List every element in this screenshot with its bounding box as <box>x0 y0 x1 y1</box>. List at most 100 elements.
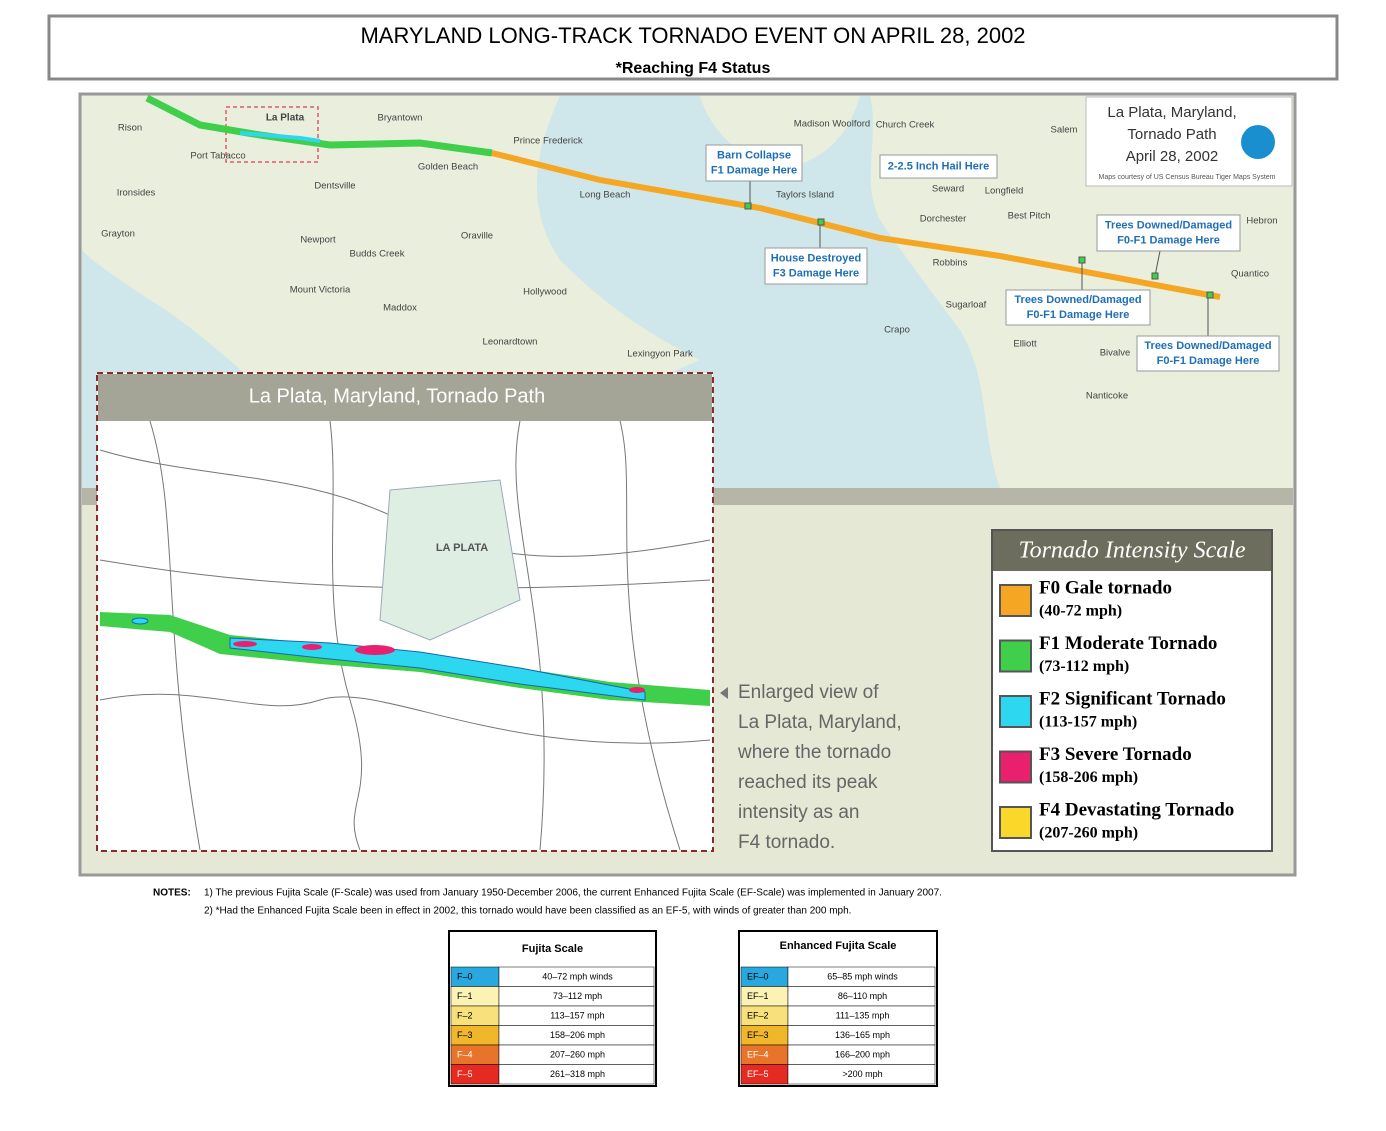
scale-range: 136–165 mph <box>835 1030 890 1040</box>
legend-title-bar <box>993 531 1271 571</box>
place-label: Hollywood <box>523 287 567 298</box>
legend-title: Tornado Intensity Scale <box>1018 538 1245 564</box>
inset-title: La Plata, Maryland, Tornado Path <box>249 385 545 407</box>
scale-range: 166–200 mph <box>835 1049 890 1059</box>
scale-range: 158–206 mph <box>550 1030 605 1040</box>
scale-code: EF–4 <box>747 1049 769 1059</box>
noaa-logo <box>1241 125 1275 159</box>
inset-f3 <box>233 641 257 647</box>
scale-range: 73–112 mph <box>553 991 602 1001</box>
callout-box <box>1136 335 1280 372</box>
legend-name: F1 Moderate Tornado <box>1039 633 1217 654</box>
place-label: Long Beach <box>580 190 631 201</box>
legend-range: (207-260 mph) <box>1039 825 1138 842</box>
scale-code: F–4 <box>457 1049 473 1059</box>
land-north <box>700 96 860 170</box>
place-label: Newport <box>300 235 336 246</box>
scale-table-title: Enhanced Fujita Scale <box>780 940 897 952</box>
scale-range: 65–85 mph winds <box>827 971 898 981</box>
legend-range: (113-157 mph) <box>1039 714 1137 731</box>
scale-range: 86–110 mph <box>838 991 887 1001</box>
inset-caption: reached its peak <box>738 772 878 793</box>
callout-text: F0-F1 Damage Here <box>1027 309 1130 321</box>
scale-range: 207–260 mph <box>550 1049 605 1059</box>
legend-name: F4 Devastating Tornado <box>1039 799 1234 820</box>
legend-range: (40-72 mph) <box>1039 603 1122 620</box>
caption-arrow <box>720 687 728 699</box>
callout-text: House Destroyed <box>771 252 861 264</box>
place-label: Quantico <box>1231 269 1269 280</box>
scale-code: EF–2 <box>747 1010 769 1020</box>
legend-name: F3 Severe Tornado <box>1039 744 1192 765</box>
place-label: Prince Frederick <box>513 136 582 147</box>
callout-text: F0-F1 Damage Here <box>1157 355 1260 367</box>
inset-caption: where the tornado <box>737 742 891 763</box>
legend-name: F0 Gale tornado <box>1039 577 1172 598</box>
scale-code: EF–1 <box>747 991 769 1001</box>
place-label: Church Creek <box>876 120 935 131</box>
place-label: Port Tabacco <box>190 151 245 162</box>
town-area <box>379 479 521 641</box>
place-label: Golden Beach <box>418 162 478 173</box>
place-label: Taylors Island <box>776 190 834 201</box>
place-label: Rison <box>118 123 142 134</box>
scale-code: F–1 <box>457 991 473 1001</box>
callout-leader <box>1154 250 1161 277</box>
place-label: Best Pitch <box>1008 211 1051 222</box>
map-title-line: Tornado Path <box>1127 126 1216 143</box>
town-label: LA PLATA <box>436 542 488 554</box>
title: MARYLAND LONG-TRACK TORNADO EVENT ON APR… <box>360 23 1025 48</box>
place-label: Leonardtown <box>483 337 538 348</box>
callout-box <box>705 144 803 182</box>
track-f1 <box>145 94 493 157</box>
inset-caption: Enlarged view of <box>738 682 879 703</box>
place-label: Bryantown <box>378 113 423 124</box>
callout-text: Barn Collapse <box>717 149 791 161</box>
place-label: Lexingyon Park <box>627 349 693 360</box>
scale-range: 261–318 mph <box>550 1069 605 1079</box>
callout-text: F1 Damage Here <box>711 164 797 176</box>
place-label: Maddox <box>383 303 417 314</box>
legend-swatch <box>999 695 1032 728</box>
place-label: Madison Woolford <box>794 119 870 130</box>
inset-caption: F4 tornado. <box>738 832 835 853</box>
scale-value-cell <box>787 1064 936 1085</box>
damage-marker <box>1206 291 1214 299</box>
header-box <box>47 14 1339 81</box>
place-label: Hebron <box>1246 216 1277 227</box>
legend-swatch <box>999 639 1032 673</box>
callout-box <box>1096 214 1241 252</box>
callout-box <box>1005 289 1151 326</box>
damage-marker <box>1151 272 1159 280</box>
place-label: Dorchester <box>920 214 966 225</box>
place-label: Oraville <box>461 231 493 242</box>
inset-caption: La Plata, Maryland, <box>738 712 902 733</box>
zoom-box <box>225 106 319 163</box>
legend-range: (73-112 mph) <box>1039 658 1129 675</box>
place-label: Seward <box>932 184 964 195</box>
callout-box <box>764 247 868 285</box>
callout-box <box>879 154 998 179</box>
place-label: Salem <box>1051 125 1078 136</box>
inset-f3 <box>302 644 322 650</box>
place-label: Sugarloaf <box>946 300 987 311</box>
scale-code: F–2 <box>457 1010 473 1020</box>
legend-swatch <box>999 584 1032 617</box>
damage-marker <box>744 202 752 210</box>
inset-f3 <box>629 687 645 693</box>
note: 1) The previous Fujita Scale (F-Scale) w… <box>204 888 942 899</box>
callout-text: 2-2.5 Inch Hail Here <box>888 160 990 172</box>
inset-title-bar <box>98 374 712 421</box>
land-west <box>82 96 700 420</box>
inset-touchdown <box>131 617 149 625</box>
place-label: Crapo <box>884 325 910 336</box>
inset-caption: intensity as an <box>738 802 859 823</box>
place-label: Mount Victoria <box>290 285 351 296</box>
scale-code: F–5 <box>457 1069 473 1079</box>
legend-name: F2 Significant Tornado <box>1039 688 1226 709</box>
legend-range: (158-206 mph) <box>1039 769 1138 786</box>
track-f2 <box>239 131 321 143</box>
notes-label: NOTES: <box>153 888 191 899</box>
place-label: La Plata <box>266 113 305 124</box>
legend-box <box>991 529 1273 852</box>
